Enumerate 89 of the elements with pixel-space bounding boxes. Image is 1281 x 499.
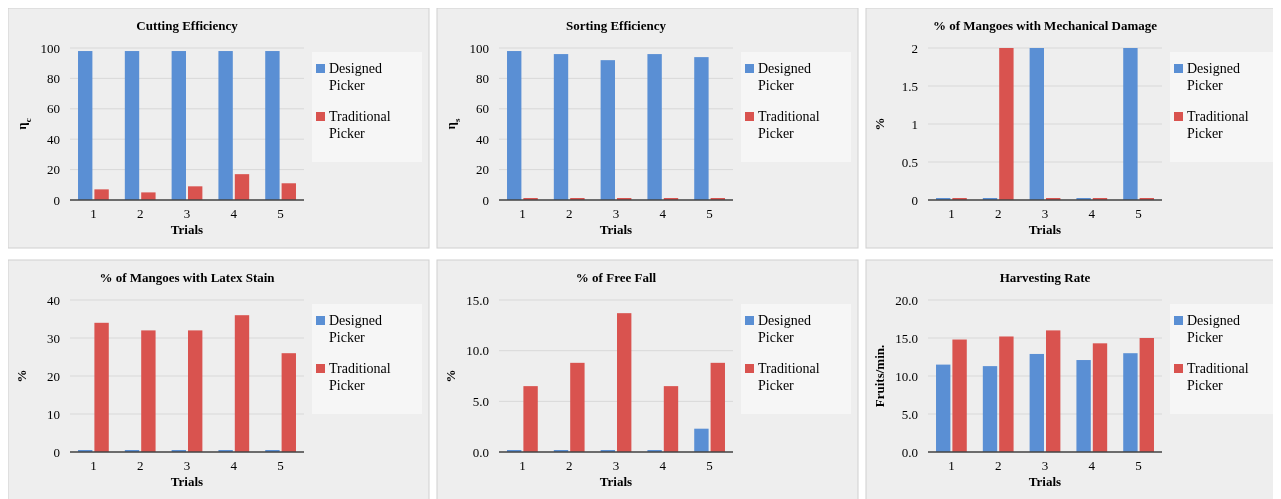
x-tick-label: 1: [519, 206, 526, 221]
chart-title: % of Mangoes with Mechanical Damage: [932, 18, 1158, 33]
x-tick-label: 5: [277, 206, 284, 221]
x-tick-label: 4: [1088, 206, 1096, 221]
x-axis-title: Trials: [599, 474, 633, 489]
x-tick-label: 2: [565, 458, 573, 473]
legend-label: Designed Picker: [329, 61, 382, 93]
y-tick-label: 1.5: [901, 78, 918, 94]
chart-title: Sorting Efficiency: [565, 18, 667, 33]
x-tick-label: 4: [230, 458, 238, 473]
legend-label: Designed Picker: [329, 313, 382, 345]
legend-label: Designed Picker: [1187, 313, 1240, 345]
y-tick-label: 5.0: [901, 406, 918, 422]
legend-label: Designed Picker: [758, 313, 811, 345]
x-tick-label: 4: [1088, 458, 1096, 473]
y-tick-label: 80: [47, 70, 60, 86]
chart-title: % of Mangoes with Latex Stain: [99, 270, 276, 285]
x-tick-label: 4: [230, 206, 238, 221]
y-tick-label: 100: [469, 40, 489, 56]
x-tick-label: 1: [90, 458, 97, 473]
legend-label: Designed Picker: [758, 61, 811, 93]
legend-label: Traditional Picker: [329, 361, 391, 393]
y-tick-label: 10.0: [466, 343, 489, 359]
y-tick-label: 40: [47, 292, 60, 308]
y-tick-label: 40: [476, 131, 489, 147]
x-tick-label: 4: [659, 206, 667, 221]
y-tick-label: 80: [476, 70, 489, 86]
y-tick-label: 0: [53, 444, 60, 460]
x-tick-label: 4: [659, 458, 667, 473]
y-tick-label: 5.0: [472, 393, 489, 409]
legend-label: Traditional Picker: [758, 109, 820, 141]
y-tick-label: 2: [911, 40, 918, 56]
x-tick-label: 5: [706, 458, 713, 473]
x-tick-label: 5: [277, 458, 284, 473]
x-tick-label: 3: [1041, 206, 1049, 221]
y-axis-title: %: [443, 369, 458, 383]
y-axis-title: %: [872, 117, 887, 131]
y-tick-label: 15.0: [466, 292, 489, 308]
y-tick-label: 0.0: [901, 444, 918, 460]
x-tick-label: 3: [183, 206, 191, 221]
y-tick-label: 0.0: [472, 444, 489, 460]
x-axis-title: Trials: [599, 222, 633, 237]
x-tick-label: 5: [1135, 206, 1142, 221]
y-tick-label: 60: [47, 101, 60, 117]
y-tick-label: 0: [911, 192, 918, 208]
chart-title: % of Free Fall: [575, 270, 657, 285]
chart-title: Cutting Efficiency: [136, 18, 239, 33]
x-tick-label: 2: [136, 458, 144, 473]
x-axis-title: Trials: [1028, 474, 1062, 489]
x-axis-title: Trials: [170, 474, 204, 489]
y-tick-label: 0.5: [901, 154, 918, 170]
y-tick-label: 10.0: [895, 368, 918, 384]
y-axis-title: Fruits/min.: [872, 344, 887, 408]
legend-label: Traditional Picker: [1187, 109, 1249, 141]
x-tick-label: 5: [1135, 458, 1142, 473]
x-axis-title: Trials: [1028, 222, 1062, 237]
x-tick-label: 2: [994, 206, 1002, 221]
x-tick-label: 3: [183, 458, 191, 473]
x-tick-label: 1: [519, 458, 526, 473]
x-tick-label: 1: [948, 206, 955, 221]
y-tick-label: 0: [53, 192, 60, 208]
legend-label: Traditional Picker: [1187, 361, 1249, 393]
x-tick-label: 2: [136, 206, 144, 221]
x-tick-label: 3: [1041, 458, 1049, 473]
y-axis-title: %: [14, 369, 29, 383]
x-tick-label: 1: [90, 206, 97, 221]
y-tick-label: 60: [476, 101, 489, 117]
x-tick-label: 3: [612, 458, 620, 473]
x-tick-label: 1: [948, 458, 955, 473]
y-tick-label: 20: [47, 162, 60, 178]
x-tick-label: 2: [994, 458, 1002, 473]
y-tick-label: 20.0: [895, 292, 918, 308]
y-tick-label: 15.0: [895, 330, 918, 346]
y-tick-label: 30: [47, 330, 60, 346]
y-tick-label: 20: [47, 368, 60, 384]
legend-label: Traditional Picker: [329, 109, 391, 141]
y-tick-label: 0: [482, 192, 489, 208]
y-tick-label: 40: [47, 131, 60, 147]
x-tick-label: 2: [565, 206, 573, 221]
y-tick-label: 1: [911, 116, 918, 132]
chart-title: Harvesting Rate: [999, 270, 1091, 285]
y-tick-label: 100: [40, 40, 60, 56]
x-tick-label: 3: [612, 206, 620, 221]
legend-label: Designed Picker: [1187, 61, 1240, 93]
x-tick-label: 5: [706, 206, 713, 221]
legend-label: Traditional Picker: [758, 361, 820, 393]
x-axis-title: Trials: [170, 222, 204, 237]
y-tick-label: 10: [47, 406, 60, 422]
y-tick-label: 20: [476, 162, 489, 178]
